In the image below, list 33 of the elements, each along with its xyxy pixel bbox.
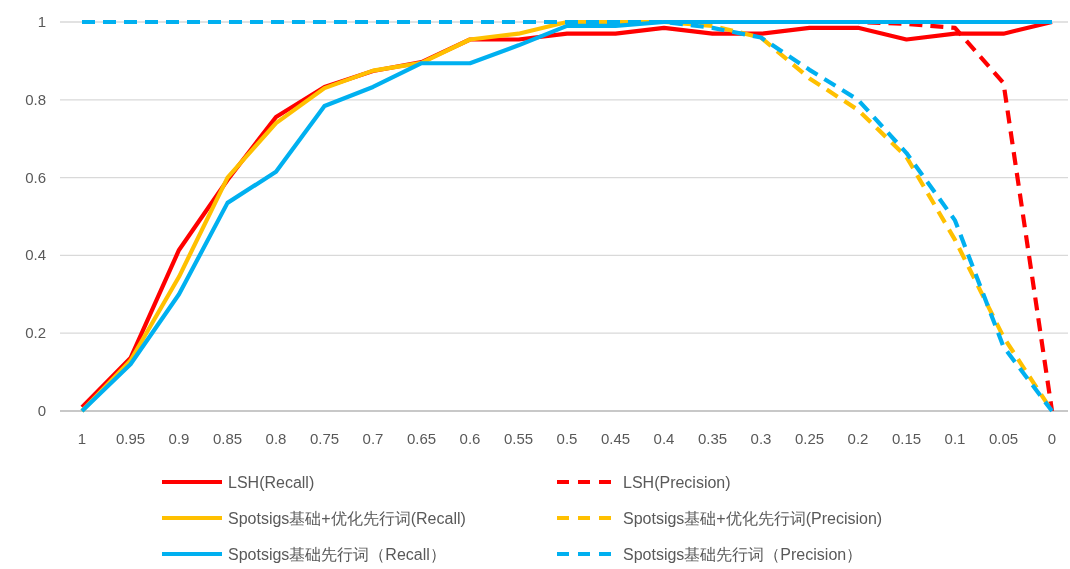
x-tick-label: 0.5 — [556, 430, 578, 447]
x-tick-label: 0.45 — [600, 430, 631, 447]
x-tick-label: 1 — [77, 430, 87, 447]
x-tick-label: 0.8 — [265, 430, 287, 447]
legend-label: LSH(Recall) — [228, 474, 315, 491]
x-tick-label: 0.1 — [944, 430, 966, 447]
x-tick-label: 0.55 — [503, 430, 534, 447]
x-tick-label: 0.65 — [406, 430, 437, 447]
x-tick-label: 0.05 — [988, 430, 1019, 447]
x-tick-label: 0 — [1047, 430, 1057, 447]
x-tick-label: 0.2 — [847, 430, 869, 447]
legend-label: Spotsigs基础先行词（Precision） — [623, 546, 863, 563]
x-tick-label: 0.6 — [459, 430, 481, 447]
y-tick-label: 0.8 — [25, 90, 46, 108]
legend-label: Spotsigs基础先行词（Recall） — [228, 546, 446, 563]
x-tick-label: 0.75 — [309, 430, 340, 447]
x-tick-label: 0.95 — [115, 430, 146, 447]
y-tick-label: 1 — [37, 13, 46, 30]
x-tick-label: 0.15 — [891, 430, 922, 447]
x-tick-label: 0.7 — [362, 430, 384, 447]
y-tick-label: 0.2 — [25, 324, 46, 342]
x-tick-label: 0.4 — [653, 430, 675, 447]
x-tick-label: 0.85 — [212, 430, 243, 447]
x-tick-label: 0.25 — [794, 430, 825, 447]
legend-label: Spotsigs基础+优化先行词(Precision) — [623, 510, 883, 527]
legend-label: LSH(Precision) — [623, 474, 731, 491]
y-tick-label: 0.4 — [25, 246, 46, 264]
x-tick-label: 0.35 — [697, 430, 728, 447]
y-tick-label: 0 — [37, 402, 46, 419]
y-tick-label: 0.6 — [25, 168, 46, 186]
x-tick-label: 0.9 — [168, 430, 190, 447]
legend-label: Spotsigs基础+优化先行词(Recall) — [228, 510, 466, 527]
x-tick-label: 0.3 — [750, 430, 772, 447]
